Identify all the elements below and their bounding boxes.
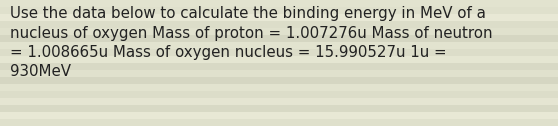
Bar bbox=[0, 35, 558, 42]
Bar bbox=[0, 119, 558, 126]
Bar bbox=[0, 112, 558, 119]
Bar bbox=[0, 105, 558, 112]
Bar bbox=[0, 91, 558, 98]
Bar bbox=[0, 56, 558, 63]
Text: Use the data below to calculate the binding energy in MeV of a
nucleus of oxygen: Use the data below to calculate the bind… bbox=[10, 6, 493, 79]
Bar bbox=[0, 21, 558, 28]
Bar bbox=[0, 84, 558, 91]
Bar bbox=[0, 49, 558, 56]
Bar bbox=[0, 7, 558, 14]
Bar bbox=[0, 14, 558, 21]
Bar bbox=[0, 0, 558, 7]
Bar bbox=[0, 42, 558, 49]
Bar bbox=[0, 63, 558, 70]
Bar bbox=[0, 98, 558, 105]
Bar bbox=[0, 77, 558, 84]
Bar bbox=[0, 70, 558, 77]
Bar bbox=[0, 28, 558, 35]
